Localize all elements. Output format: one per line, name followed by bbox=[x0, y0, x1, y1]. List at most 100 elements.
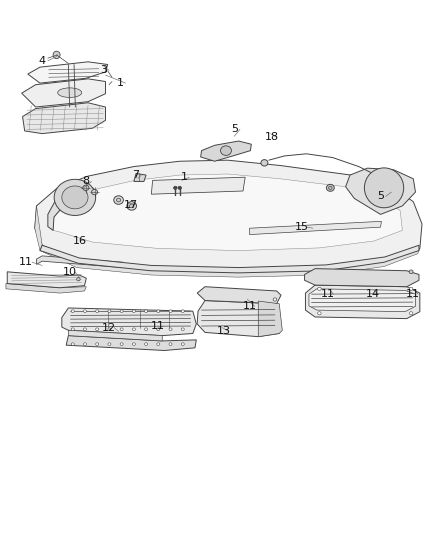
Ellipse shape bbox=[169, 310, 172, 312]
Polygon shape bbox=[66, 336, 196, 351]
Ellipse shape bbox=[95, 343, 99, 345]
Ellipse shape bbox=[328, 186, 332, 189]
Ellipse shape bbox=[83, 310, 86, 312]
Polygon shape bbox=[346, 168, 416, 214]
Ellipse shape bbox=[77, 278, 80, 281]
Ellipse shape bbox=[145, 343, 148, 345]
Ellipse shape bbox=[169, 328, 172, 330]
Polygon shape bbox=[22, 103, 106, 134]
Ellipse shape bbox=[53, 51, 60, 59]
Ellipse shape bbox=[117, 198, 121, 202]
Ellipse shape bbox=[157, 310, 160, 312]
Ellipse shape bbox=[181, 310, 184, 312]
Text: 14: 14 bbox=[366, 289, 380, 299]
Ellipse shape bbox=[178, 186, 181, 189]
Ellipse shape bbox=[95, 310, 99, 312]
Ellipse shape bbox=[132, 328, 135, 330]
Ellipse shape bbox=[71, 328, 74, 330]
Polygon shape bbox=[28, 62, 108, 83]
Ellipse shape bbox=[145, 328, 148, 330]
Ellipse shape bbox=[71, 310, 74, 312]
Polygon shape bbox=[35, 160, 422, 272]
Ellipse shape bbox=[108, 343, 111, 345]
Text: 11: 11 bbox=[19, 257, 33, 267]
Ellipse shape bbox=[114, 196, 124, 204]
Polygon shape bbox=[35, 206, 42, 251]
Polygon shape bbox=[53, 174, 403, 251]
Ellipse shape bbox=[62, 186, 88, 209]
Polygon shape bbox=[21, 79, 106, 107]
Polygon shape bbox=[48, 182, 95, 230]
Text: 4: 4 bbox=[39, 56, 46, 66]
Polygon shape bbox=[40, 245, 419, 273]
Ellipse shape bbox=[173, 186, 177, 189]
Ellipse shape bbox=[364, 168, 404, 208]
Ellipse shape bbox=[71, 343, 74, 345]
Ellipse shape bbox=[83, 343, 86, 345]
Polygon shape bbox=[309, 289, 416, 312]
Text: 16: 16 bbox=[73, 236, 87, 246]
Ellipse shape bbox=[83, 185, 89, 190]
Ellipse shape bbox=[120, 343, 123, 345]
Ellipse shape bbox=[145, 310, 148, 312]
Ellipse shape bbox=[220, 146, 231, 156]
Ellipse shape bbox=[157, 328, 160, 330]
Ellipse shape bbox=[318, 312, 321, 315]
Ellipse shape bbox=[132, 343, 135, 345]
Polygon shape bbox=[197, 301, 280, 337]
Text: 12: 12 bbox=[102, 322, 116, 333]
Text: 13: 13 bbox=[216, 326, 230, 336]
Ellipse shape bbox=[92, 189, 98, 195]
Ellipse shape bbox=[318, 287, 321, 290]
Text: 11: 11 bbox=[321, 289, 335, 299]
Ellipse shape bbox=[95, 328, 99, 330]
Ellipse shape bbox=[181, 328, 184, 330]
Polygon shape bbox=[68, 330, 162, 341]
Ellipse shape bbox=[120, 310, 123, 312]
Polygon shape bbox=[36, 256, 123, 268]
Text: 3: 3 bbox=[100, 66, 107, 75]
Ellipse shape bbox=[410, 287, 413, 290]
Ellipse shape bbox=[132, 310, 135, 312]
Text: 5: 5 bbox=[231, 124, 238, 134]
Polygon shape bbox=[305, 285, 420, 319]
Polygon shape bbox=[6, 284, 86, 293]
Ellipse shape bbox=[130, 204, 134, 208]
Text: 15: 15 bbox=[295, 222, 309, 232]
Text: 1: 1 bbox=[180, 172, 187, 182]
Polygon shape bbox=[7, 272, 86, 288]
Polygon shape bbox=[250, 221, 381, 235]
Polygon shape bbox=[134, 173, 146, 181]
Ellipse shape bbox=[409, 270, 413, 273]
Ellipse shape bbox=[157, 343, 160, 345]
Ellipse shape bbox=[273, 298, 277, 301]
Text: 11: 11 bbox=[243, 301, 257, 311]
Ellipse shape bbox=[108, 310, 111, 312]
Ellipse shape bbox=[120, 328, 123, 330]
Polygon shape bbox=[304, 269, 419, 287]
Text: 10: 10 bbox=[63, 267, 77, 277]
Text: 1: 1 bbox=[117, 78, 124, 88]
Ellipse shape bbox=[58, 88, 81, 98]
Ellipse shape bbox=[127, 201, 137, 210]
Ellipse shape bbox=[410, 312, 413, 315]
Text: 11: 11 bbox=[151, 321, 165, 331]
Ellipse shape bbox=[169, 343, 172, 345]
Text: 17: 17 bbox=[124, 200, 138, 210]
Polygon shape bbox=[151, 177, 245, 194]
Polygon shape bbox=[201, 141, 251, 161]
Polygon shape bbox=[258, 301, 283, 337]
Text: 8: 8 bbox=[82, 176, 89, 187]
Polygon shape bbox=[197, 287, 281, 304]
Ellipse shape bbox=[181, 343, 184, 345]
Ellipse shape bbox=[261, 160, 268, 166]
Text: 5: 5 bbox=[377, 191, 384, 201]
Text: 18: 18 bbox=[264, 132, 279, 142]
Text: 7: 7 bbox=[132, 170, 140, 180]
Ellipse shape bbox=[54, 179, 95, 215]
Ellipse shape bbox=[108, 328, 111, 330]
Ellipse shape bbox=[83, 328, 86, 330]
Polygon shape bbox=[62, 308, 196, 336]
Text: 11: 11 bbox=[406, 289, 420, 299]
Polygon shape bbox=[40, 245, 420, 277]
